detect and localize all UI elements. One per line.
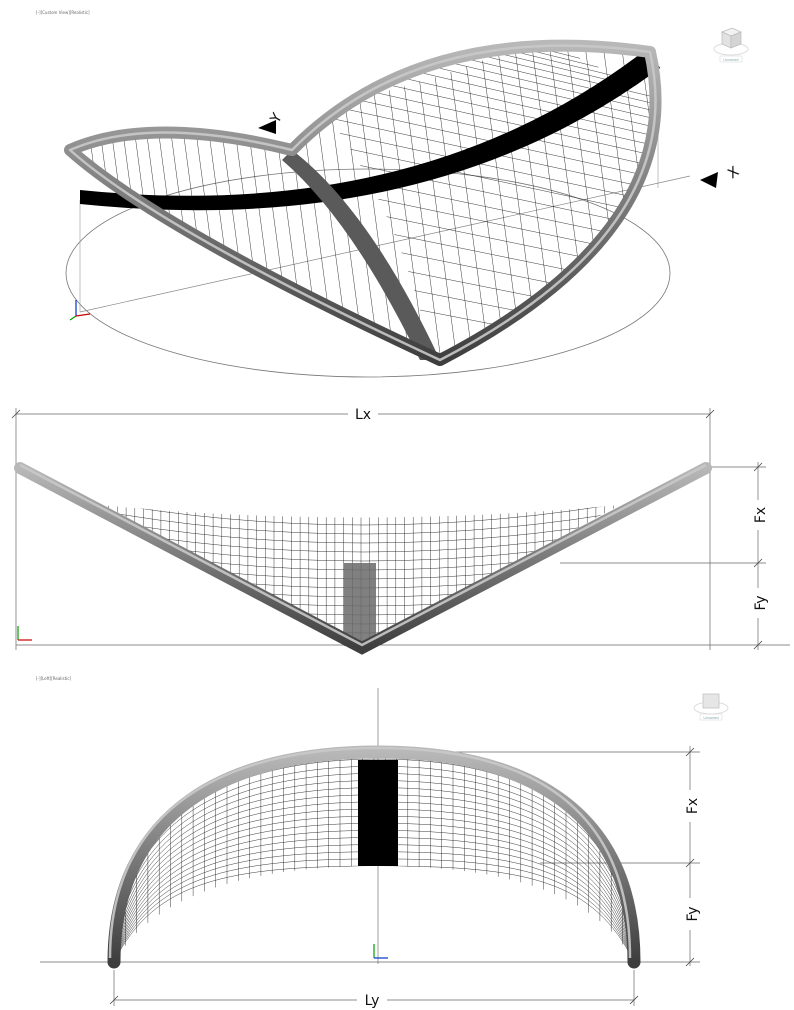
- cube-icon: Unnamed: [693, 693, 729, 721]
- top-viewport-label[interactable]: [-][Custom View][Realistic]: [36, 10, 90, 15]
- strip-band-front: [358, 760, 398, 866]
- strip-band-y: [282, 150, 440, 360]
- fx-label-side: Fx: [753, 507, 769, 523]
- fy-label-front: Fy: [685, 906, 701, 921]
- strip-band-side: [344, 563, 376, 646]
- viewcube-bottom[interactable]: Unnamed: [690, 686, 732, 732]
- ucs-icon: [373, 944, 388, 959]
- y-arrow-icon: [258, 120, 276, 134]
- ly-label: Ly: [365, 993, 380, 1009]
- x-axis-label: X: [725, 163, 742, 182]
- viewcube-caption-top: Unnamed: [723, 58, 738, 62]
- ucs-icon: [17, 626, 32, 641]
- x-axis-line: [79, 175, 691, 313]
- fx-label-front: Fx: [685, 798, 701, 814]
- cube-icon: Unnamed: [713, 27, 749, 63]
- edge-arch-tube-side: [14, 462, 712, 655]
- bottom-viewport-label[interactable]: [-][Left][Realistic]: [36, 676, 72, 681]
- viewcube-caption-bottom: Unnamed: [703, 716, 718, 720]
- footprint-ellipse: [65, 168, 671, 378]
- ucs-icon: [69, 300, 91, 321]
- fy-label-side: Fy: [753, 595, 769, 610]
- lx-label: Lx: [355, 407, 371, 423]
- strip-band-x: [80, 48, 660, 211]
- viewcube-top[interactable]: Unnamed: [710, 22, 752, 68]
- x-arrow-icon: [700, 172, 718, 188]
- perspective-view: X Y: [64, 39, 742, 378]
- front-elevation-view: Fx Fy Ly: [40, 688, 701, 1009]
- side-elevation-view: Lx Fx Fy: [11, 405, 790, 655]
